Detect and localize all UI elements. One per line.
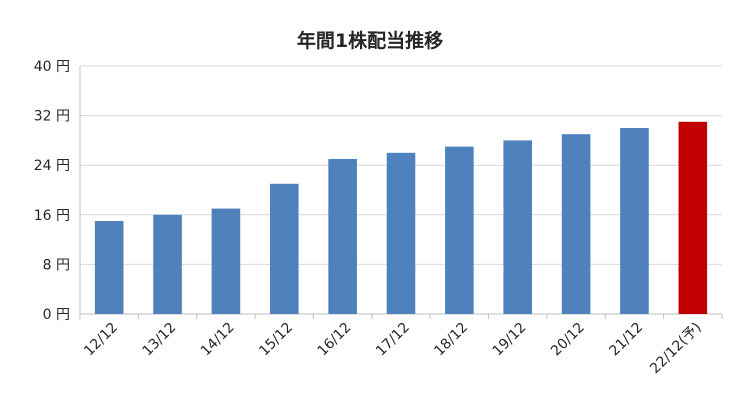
bar-forecast	[678, 121, 708, 314]
bar	[328, 159, 357, 314]
bar	[445, 146, 474, 314]
x-axis: 12/12 13/12 14/12 15/12 16/12 17/12 18/12 19/12…	[79, 314, 723, 377]
x-tick-label: 12/12	[81, 320, 121, 360]
x-tick-label: 14/12	[198, 320, 238, 360]
y-tick-label: 8 円	[43, 257, 70, 273]
bar	[94, 221, 124, 314]
x-tick-label: 13/12	[140, 320, 180, 360]
chart-title: 年間1株配当推移	[297, 29, 443, 52]
bar	[503, 140, 533, 314]
bar	[153, 214, 182, 314]
bar	[620, 128, 649, 314]
x-tick-label: 19/12	[490, 320, 530, 360]
y-tick-label: 40 円	[34, 59, 70, 75]
y-tick-label: 24 円	[34, 158, 70, 174]
bars	[94, 121, 708, 314]
bar	[211, 208, 241, 314]
x-tick-label: 20/12	[548, 320, 588, 360]
x-tick-label: 18/12	[431, 320, 471, 360]
bar	[386, 152, 416, 314]
bar	[269, 183, 299, 314]
x-tick-label: 22/12(予)	[647, 320, 704, 377]
y-tick-label: 0 円	[43, 307, 70, 323]
bar	[561, 134, 591, 314]
x-tick-label: 17/12	[373, 320, 413, 360]
x-tick-label: 21/12	[606, 320, 646, 360]
x-tick-label: 15/12	[256, 320, 296, 360]
y-tick-label: 16 円	[34, 208, 70, 224]
y-axis: 0 円 8 円 16 円 24 円 32 円 40 円	[34, 59, 81, 323]
x-tick-label: 16/12	[315, 320, 355, 360]
y-tick-label: 32 円	[34, 109, 70, 125]
